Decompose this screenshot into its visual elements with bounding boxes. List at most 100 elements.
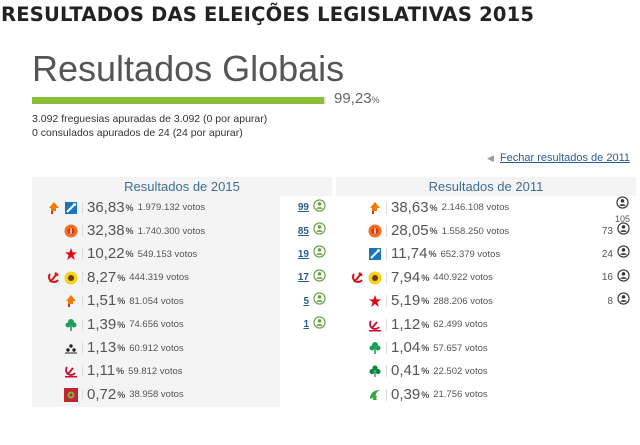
party-logos [32, 313, 82, 336]
close-2011-results-link[interactable]: Fechar resultados de 2011 [499, 152, 630, 164]
percent-sign: % [421, 389, 430, 400]
vote-percentage: 1,11 [87, 362, 116, 380]
seat-count-link[interactable]: 99 [297, 202, 309, 214]
livre-flower-icon [64, 387, 78, 402]
seat-number: 24 [601, 248, 613, 260]
party-logos [32, 336, 82, 359]
vote-count: 2.146.108 votos [441, 202, 510, 214]
vote-count: 549.153 votos [137, 248, 198, 260]
results-2015-list: 36,83% 1.979.132 votos 99 32,38% 1.740.300 v… [32, 196, 332, 407]
row-divider [386, 318, 387, 331]
percent-sign: % [117, 389, 126, 400]
deputy-icon [313, 292, 326, 310]
vote-percentage: 1,13 [87, 339, 117, 357]
pcp-hammer-sickle-icon [351, 271, 365, 285]
page-title: RESULTADOS DAS ELEIÇÕES LEGISLATIVAS 201… [1, 3, 535, 26]
party-logos [336, 266, 386, 289]
seat-count: 17 [298, 266, 326, 289]
seat-count-link[interactable]: 17 [297, 272, 309, 284]
party-logos [336, 313, 386, 336]
row-divider [82, 248, 83, 261]
party-logos [336, 336, 386, 359]
consulados-status: 0 consulados apurados de 24 (24 por apur… [32, 126, 243, 139]
row-divider [82, 318, 83, 331]
psd-arrow-icon [368, 201, 382, 215]
party-row: 0,41% 22.502 votos [336, 360, 636, 383]
row-divider [386, 365, 387, 378]
vote-count: 21.756 votos [433, 389, 488, 401]
deputy-icon [313, 222, 326, 240]
percent-sign: % [116, 366, 125, 377]
party-logos [32, 243, 82, 266]
seat-count-link[interactable]: 1 [303, 319, 309, 331]
row-divider [82, 365, 83, 378]
deputy-icon [313, 269, 326, 287]
results-2015-title: Resultados de 2015 [32, 177, 332, 196]
vote-percentage: 7,94 [391, 268, 421, 286]
party-logos [336, 360, 386, 383]
vote-percentage: 8,27 [87, 268, 117, 286]
percent-sign: % [421, 296, 430, 307]
row-divider [82, 342, 83, 355]
progress-percentage: 99,23% [334, 90, 380, 109]
pcp-hammer-sickle-icon [47, 271, 61, 285]
row-divider [82, 295, 83, 308]
deputy-icon [617, 222, 630, 240]
seat-stack: 105 [615, 196, 630, 224]
psd-arrow-icon [47, 201, 61, 215]
percent-sign: % [428, 249, 437, 260]
row-divider [82, 201, 83, 214]
vote-percentage: 1,12 [391, 315, 421, 333]
row-divider [386, 342, 387, 355]
vote-percentage: 1,39 [87, 315, 117, 333]
vote-percentage: 38,63 [391, 198, 429, 216]
seat-number: 8 [607, 295, 613, 307]
percent-sign: % [117, 272, 126, 283]
party-row: 1,11% 59.812 votos [32, 360, 332, 383]
freguesias-status: 3.092 freguesias apuradas de 3.092 (0 po… [32, 113, 268, 125]
mpt-clover-icon [368, 364, 382, 378]
party-row: 5,19% 288.206 votos 8 [336, 290, 636, 313]
party-row: 1,04% 57.657 votos [336, 336, 636, 359]
pev-sunflower-icon [368, 271, 382, 285]
vote-count: 288.206 votos [433, 295, 493, 307]
party-row: 7,94% 440.922 votos 16 [336, 266, 636, 289]
percent-sign: % [429, 226, 438, 237]
percent-sign: % [117, 319, 126, 330]
vote-count: 444.319 votos [129, 272, 189, 284]
vote-count: 60.912 votos [129, 342, 184, 354]
party-logos [32, 196, 82, 219]
vote-percentage: 10,22 [87, 245, 125, 263]
seat-count-link[interactable]: 19 [297, 248, 309, 260]
be-star-icon [64, 247, 78, 261]
vote-percentage: 11,74 [391, 245, 428, 263]
seat-count: 105 [615, 196, 630, 223]
vote-count: 57.657 votos [433, 342, 488, 354]
party-row: 10,22% 549.153 votos 19 [32, 243, 332, 266]
ps-fist-icon [64, 224, 78, 238]
ps-fist-icon [368, 224, 382, 238]
party-row: 1,12% 62.499 votos [336, 313, 636, 336]
pctp-hammer-sickle-icon [64, 364, 78, 378]
seat-count: 8 [607, 290, 630, 313]
deputy-icon [616, 196, 629, 214]
results-2015-panel: Resultados de 2015 36,83% 1.979.132 votos… [32, 177, 332, 445]
vote-percentage: 0,72 [87, 385, 117, 403]
seat-count-link[interactable]: 5 [303, 295, 309, 307]
be-star-icon [368, 294, 382, 308]
percent-sign: % [421, 272, 430, 283]
percent-sign: % [421, 366, 430, 377]
seat-count-link[interactable]: 85 [297, 225, 309, 237]
party-logos [32, 219, 82, 242]
seat-number: 16 [601, 272, 613, 284]
row-divider [386, 271, 387, 284]
deputy-icon [617, 292, 630, 310]
vote-percentage: 32,38 [87, 222, 125, 240]
counting-stats: 3.092 freguesias apuradas de 3.092 (0 po… [32, 113, 267, 140]
percent-sign: % [125, 249, 134, 260]
cds-square-icon [368, 247, 382, 261]
party-row: 38,63% 2.146.108 votos 105 [336, 196, 636, 223]
party-row: 1,39% 74.656 votos 1 [32, 313, 332, 336]
row-divider [386, 388, 387, 401]
party-logos [336, 383, 386, 406]
